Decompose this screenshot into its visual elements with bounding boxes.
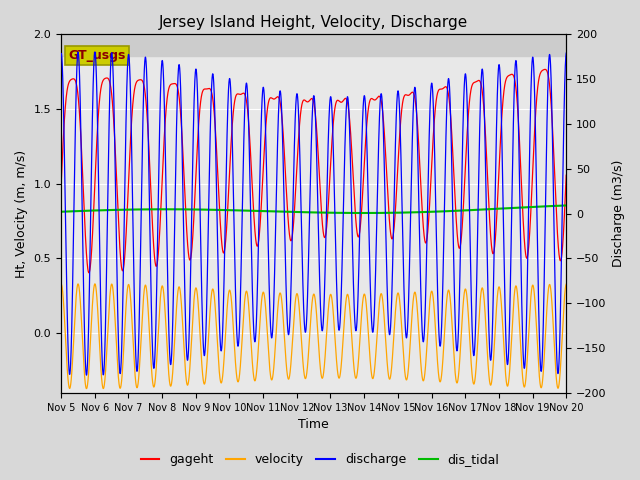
Bar: [61, 34, 566, 56]
Y-axis label: Ht, Velocity (m, m/s): Ht, Velocity (m, m/s): [15, 149, 28, 277]
Text: GT_usgs: GT_usgs: [68, 49, 126, 62]
Y-axis label: Discharge (m3/s): Discharge (m3/s): [612, 160, 625, 267]
X-axis label: Time: Time: [298, 419, 329, 432]
Legend: gageht, velocity, discharge, dis_tidal: gageht, velocity, discharge, dis_tidal: [136, 448, 504, 471]
Title: Jersey Island Height, Velocity, Discharge: Jersey Island Height, Velocity, Discharg…: [159, 15, 468, 30]
